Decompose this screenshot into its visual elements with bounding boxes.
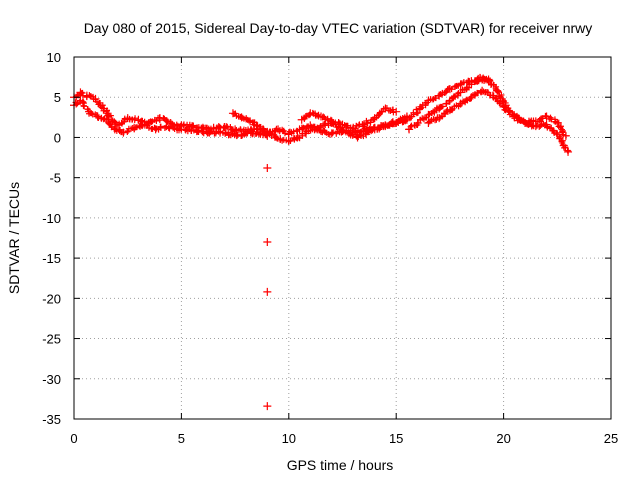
data-point bbox=[106, 113, 113, 120]
data-point bbox=[502, 107, 509, 114]
y-tick-label: -5 bbox=[49, 171, 61, 186]
data-point bbox=[132, 124, 139, 131]
outlier-point bbox=[263, 164, 272, 173]
data-point bbox=[88, 110, 95, 117]
data-point bbox=[442, 89, 449, 96]
data-point bbox=[564, 147, 573, 156]
data-point bbox=[443, 100, 450, 107]
y-tick-label: 5 bbox=[54, 90, 61, 105]
data-point bbox=[189, 123, 196, 130]
y-tick-label: 0 bbox=[54, 130, 61, 145]
data-point bbox=[496, 93, 503, 100]
data-point bbox=[493, 86, 502, 95]
data-point bbox=[295, 134, 302, 141]
data-point bbox=[543, 113, 550, 120]
data-point bbox=[183, 126, 192, 135]
data-point bbox=[287, 137, 294, 144]
data-point bbox=[561, 144, 568, 151]
data-point bbox=[81, 103, 88, 110]
axis-ticks: 0 5 10 15 20 25 10 5 0 -5 -10 -15 -20 -25 -30 -35 bbox=[42, 50, 618, 446]
x-axis-label: GPS time / hours bbox=[287, 457, 394, 473]
outlier-point bbox=[263, 287, 272, 296]
data-point bbox=[515, 114, 522, 121]
data-point bbox=[558, 123, 565, 130]
data-point bbox=[148, 119, 155, 126]
x-tick-label: 20 bbox=[496, 431, 510, 446]
data-point bbox=[166, 125, 173, 132]
data-point bbox=[344, 129, 351, 136]
data-point bbox=[195, 127, 202, 134]
y-tick-label: -25 bbox=[42, 332, 61, 347]
data-point bbox=[414, 109, 421, 116]
y-tick-label: -35 bbox=[42, 412, 61, 427]
y-tick-label: -15 bbox=[42, 251, 61, 266]
x-tick-label: 0 bbox=[70, 431, 77, 446]
y-tick-label: -10 bbox=[42, 211, 61, 226]
data-point bbox=[475, 90, 482, 97]
y-tick-label: -20 bbox=[42, 291, 61, 306]
data-point bbox=[452, 93, 459, 100]
data-point bbox=[156, 117, 163, 124]
plot-frame bbox=[73, 56, 612, 420]
grid-lines bbox=[74, 57, 611, 419]
data-point bbox=[390, 109, 397, 116]
data-point bbox=[561, 131, 570, 140]
data-point bbox=[487, 77, 494, 84]
data-point bbox=[448, 86, 455, 93]
x-tick-label: 25 bbox=[604, 431, 618, 446]
data-point bbox=[480, 74, 487, 81]
y-tick-label: 10 bbox=[47, 50, 61, 65]
data-point bbox=[330, 129, 337, 136]
data-point bbox=[415, 120, 422, 127]
x-tick-label: 5 bbox=[178, 431, 185, 446]
y-axis-label: SDTVAR / TECUs bbox=[6, 182, 22, 294]
data-point bbox=[449, 107, 456, 114]
data-point bbox=[306, 111, 313, 118]
data-point bbox=[392, 107, 401, 116]
data-point bbox=[153, 117, 160, 124]
data-point bbox=[360, 121, 367, 128]
data-point bbox=[553, 130, 562, 139]
x-tick-label: 10 bbox=[282, 431, 296, 446]
outlier-point bbox=[263, 238, 272, 247]
data-point bbox=[124, 128, 131, 135]
data-point bbox=[407, 123, 414, 130]
data-point bbox=[389, 118, 396, 125]
data-point bbox=[245, 117, 252, 124]
data-point bbox=[557, 134, 564, 141]
y-tick-label: -30 bbox=[42, 372, 61, 387]
data-point bbox=[463, 96, 470, 103]
data-point bbox=[439, 103, 446, 110]
x-tick-label: 15 bbox=[389, 431, 403, 446]
data-point bbox=[562, 144, 569, 151]
data-point bbox=[537, 122, 544, 129]
data-point bbox=[556, 135, 563, 142]
data-point bbox=[317, 123, 324, 130]
data-point bbox=[121, 118, 128, 125]
data-points bbox=[70, 73, 573, 411]
data-point bbox=[439, 113, 446, 120]
chart-title: Day 080 of 2015, Sidereal Day-to-day VTE… bbox=[84, 20, 593, 36]
data-point bbox=[190, 122, 197, 129]
data-point bbox=[302, 113, 309, 120]
outlier-point bbox=[263, 402, 272, 411]
data-point bbox=[93, 112, 102, 121]
data-point bbox=[484, 75, 493, 84]
data-point bbox=[325, 117, 332, 124]
data-point bbox=[336, 120, 343, 127]
